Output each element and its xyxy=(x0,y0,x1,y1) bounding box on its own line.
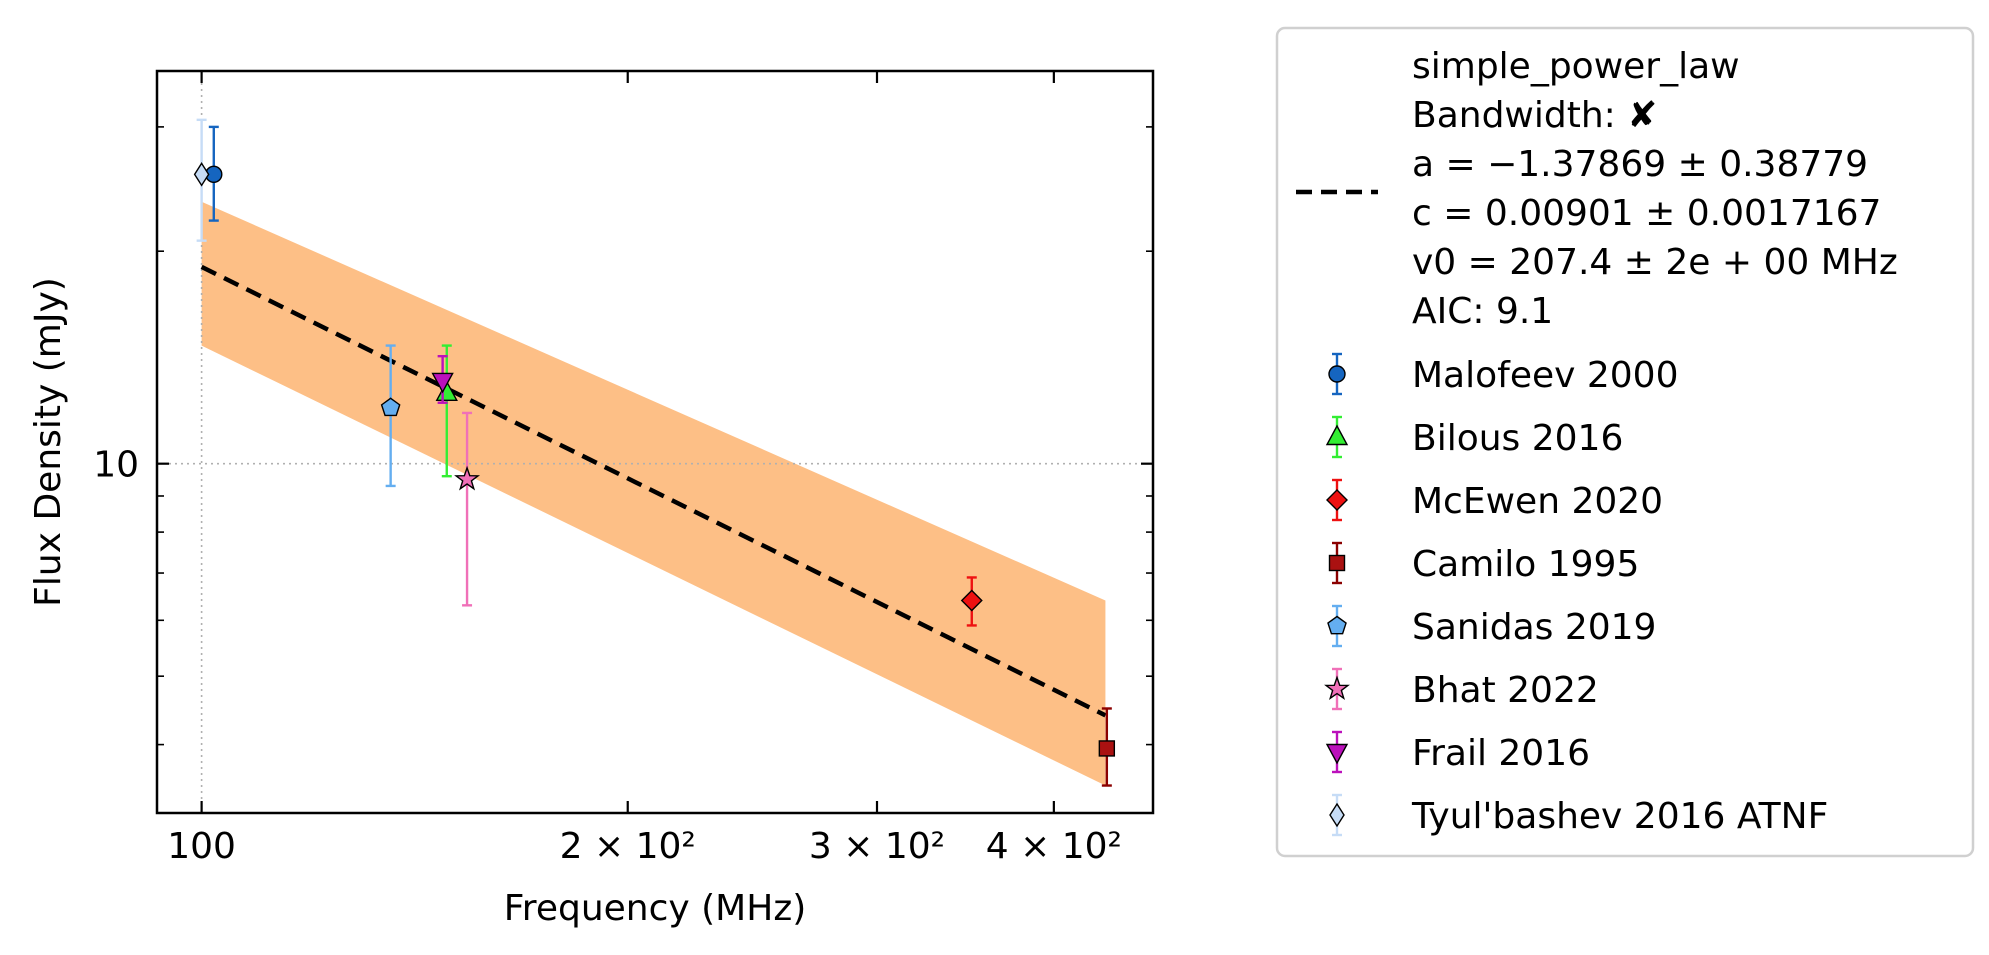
legend-fit-line-3: c = 0.00901 ± 0.0017167 xyxy=(1412,193,1881,234)
x-tick-label-3: 4 × 10² xyxy=(986,826,1122,867)
y-tick-label-0: 10 xyxy=(93,445,139,486)
point-7-0-marker xyxy=(193,162,210,187)
legend-marker-4 xyxy=(1327,615,1347,635)
legend-marker-5 xyxy=(1324,675,1350,701)
x-tick-label-0: 100 xyxy=(167,826,236,867)
y-axis-label: Flux Density (mJy) xyxy=(28,277,69,607)
data-points-layer xyxy=(193,118,1116,787)
legend-marker-7 xyxy=(1329,802,1345,828)
legend-fit-line-4: v0 = 207.4 ± 2e + 00 MHz xyxy=(1412,242,1898,283)
legend-label-3: Camilo 1995 xyxy=(1412,544,1639,585)
fit-line-layer xyxy=(200,264,1107,718)
legend-label-2: McEwen 2020 xyxy=(1412,481,1663,522)
ticks-layer: 100 2 × 10² 3 × 10² 4 × 10² 10 xyxy=(93,71,1153,867)
point-1-0-errorbar xyxy=(441,344,452,478)
legend-label-0: Malofeev 2000 xyxy=(1412,355,1678,396)
fit-line xyxy=(200,264,1107,718)
legend-label-1: Bilous 2016 xyxy=(1412,418,1623,459)
point-5-0-errorbar xyxy=(462,411,473,607)
point-3-0-marker xyxy=(1098,740,1116,757)
legend-fit-line-2: a = −1.37869 ± 0.38779 xyxy=(1412,144,1868,185)
legend-label-5: Bhat 2022 xyxy=(1412,670,1599,711)
legend-marker-2 xyxy=(1326,489,1348,511)
legend-marker-6 xyxy=(1325,743,1349,765)
legend-box xyxy=(1275,26,1975,858)
legend-marker-3 xyxy=(1328,554,1346,572)
legend-label-7: Tyul'bashev 2016 ATNF xyxy=(1411,796,1828,837)
grid-layer xyxy=(157,71,1153,813)
legend-label-4: Sanidas 2019 xyxy=(1412,607,1656,648)
point-5-0-marker xyxy=(454,465,481,491)
point-6-0-marker xyxy=(431,372,454,394)
legend-label-6: Frail 2016 xyxy=(1412,733,1590,774)
x-tick-label-2: 3 × 10² xyxy=(809,826,945,867)
legend: simple_power_law Bandwidth: ✘ a = −1.37869… xyxy=(1275,26,1975,858)
legend-marker-0 xyxy=(1328,365,1346,383)
legend-fit-line-1: Bandwidth: ✘ xyxy=(1412,95,1657,136)
point-2-0-marker xyxy=(960,589,983,612)
point-4-0-marker xyxy=(380,397,401,417)
x-axis-label: Frequency (MHz) xyxy=(504,888,807,929)
x-tick-label-1: 2 × 10² xyxy=(560,826,696,867)
legend-marker-1 xyxy=(1325,424,1349,446)
axes-frame xyxy=(155,69,1155,815)
legend-fit-line-5: AIC: 9.1 xyxy=(1412,291,1553,332)
legend-fit-line-0: simple_power_law xyxy=(1412,46,1740,87)
